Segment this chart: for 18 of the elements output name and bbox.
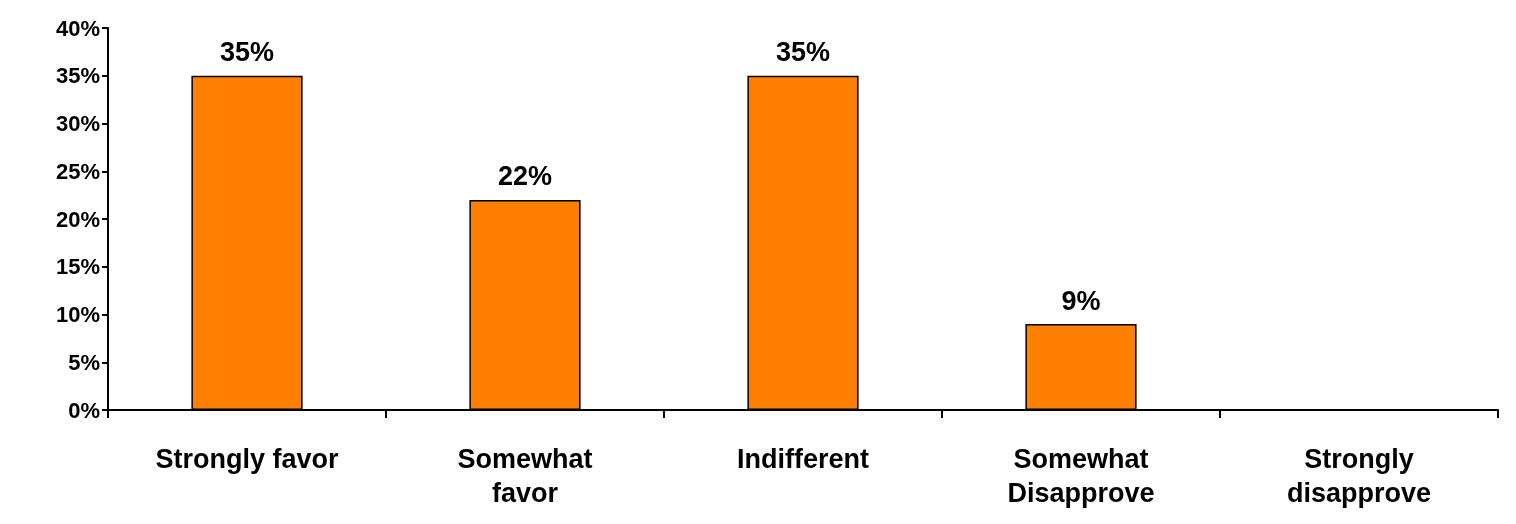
y-tick-label: 10%	[55, 302, 100, 327]
y-tick-label: 25%	[55, 158, 100, 184]
x-tick-label: Somewhat Disapprove	[1007, 444, 1155, 508]
y-tick-label: 40%	[55, 15, 100, 41]
data-label: 22%	[497, 161, 553, 192]
data-label: 35%	[775, 37, 831, 68]
y-tick-label: 15%	[55, 254, 100, 280]
data-label: 9%	[1061, 285, 1101, 316]
y-tick-label: 30%	[55, 111, 100, 136]
y-tick-label: 35%	[55, 63, 100, 89]
y-tick-label: 5%	[68, 349, 100, 375]
data-label: 35%	[219, 37, 275, 68]
x-tick-label: Strongly favor	[155, 444, 339, 474]
y-tick-label: 20%	[55, 206, 100, 232]
x-tick-label: Strongly disapprove	[1286, 444, 1432, 508]
y-tick-label: 0%	[68, 397, 100, 423]
x-tick-label: Somewhat favor	[457, 444, 593, 508]
x-tick-label: Indifferent	[737, 444, 869, 474]
